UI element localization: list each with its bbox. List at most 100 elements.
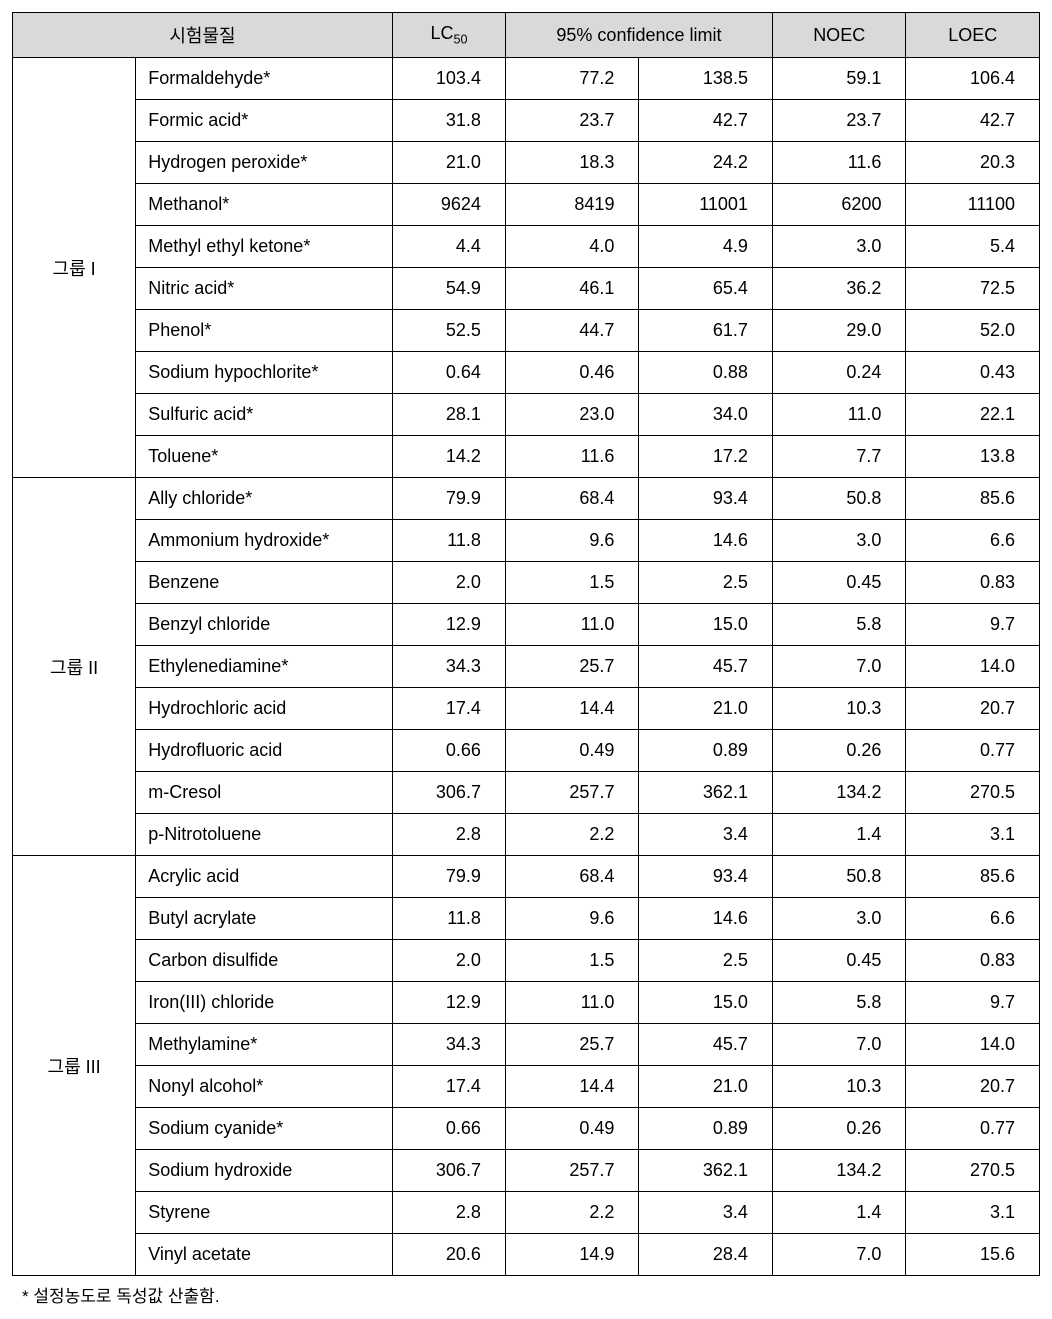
- cell-ci_lo: 68.4: [505, 478, 639, 520]
- substance-name: Hydrogen peroxide*: [136, 142, 393, 184]
- cell-ci_hi: 11001: [639, 184, 773, 226]
- cell-ci_lo: 4.0: [505, 226, 639, 268]
- cell-lc50: 103.4: [392, 58, 505, 100]
- cell-ci_lo: 8419: [505, 184, 639, 226]
- cell-noec: 134.2: [772, 772, 906, 814]
- table-row: Methanol*9624841911001620011100: [13, 184, 1040, 226]
- table-row: Phenol*52.544.761.729.052.0: [13, 310, 1040, 352]
- cell-ci_hi: 362.1: [639, 1150, 773, 1192]
- substance-name: Sodium hydroxide: [136, 1150, 393, 1192]
- cell-loec: 9.7: [906, 604, 1040, 646]
- cell-loec: 20.3: [906, 142, 1040, 184]
- table-row: Sulfuric acid*28.123.034.011.022.1: [13, 394, 1040, 436]
- table-header: 시험물질 LC50 95% confidence limit NOEC LOEC: [13, 13, 1040, 58]
- substance-name: Ethylenediamine*: [136, 646, 393, 688]
- cell-loec: 0.77: [906, 730, 1040, 772]
- substance-name: Methyl ethyl ketone*: [136, 226, 393, 268]
- cell-noec: 0.24: [772, 352, 906, 394]
- cell-loec: 3.1: [906, 1192, 1040, 1234]
- table-row: Benzyl chloride12.911.015.05.89.7: [13, 604, 1040, 646]
- cell-ci_lo: 2.2: [505, 814, 639, 856]
- cell-ci_hi: 138.5: [639, 58, 773, 100]
- cell-ci_hi: 21.0: [639, 688, 773, 730]
- substance-name: Formic acid*: [136, 100, 393, 142]
- substance-name: m-Cresol: [136, 772, 393, 814]
- cell-ci_lo: 23.0: [505, 394, 639, 436]
- cell-lc50: 52.5: [392, 310, 505, 352]
- cell-noec: 59.1: [772, 58, 906, 100]
- table-row: Sodium hydroxide306.7257.7362.1134.2270.…: [13, 1150, 1040, 1192]
- cell-lc50: 34.3: [392, 1024, 505, 1066]
- cell-noec: 7.0: [772, 646, 906, 688]
- cell-noec: 3.0: [772, 520, 906, 562]
- cell-loec: 14.0: [906, 1024, 1040, 1066]
- cell-lc50: 12.9: [392, 604, 505, 646]
- table-row: Methylamine*34.325.745.77.014.0: [13, 1024, 1040, 1066]
- substance-name: Formaldehyde*: [136, 58, 393, 100]
- cell-lc50: 306.7: [392, 1150, 505, 1192]
- cell-loec: 106.4: [906, 58, 1040, 100]
- cell-ci_lo: 257.7: [505, 1150, 639, 1192]
- cell-loec: 14.0: [906, 646, 1040, 688]
- cell-noec: 3.0: [772, 898, 906, 940]
- cell-loec: 5.4: [906, 226, 1040, 268]
- cell-ci_hi: 93.4: [639, 478, 773, 520]
- cell-lc50: 17.4: [392, 688, 505, 730]
- cell-ci_lo: 25.7: [505, 1024, 639, 1066]
- cell-ci_lo: 11.0: [505, 604, 639, 646]
- cell-noec: 7.0: [772, 1234, 906, 1276]
- cell-lc50: 11.8: [392, 520, 505, 562]
- substance-name: Hydrochloric acid: [136, 688, 393, 730]
- cell-ci_hi: 21.0: [639, 1066, 773, 1108]
- cell-ci_hi: 3.4: [639, 814, 773, 856]
- table-row: Vinyl acetate20.614.928.47.015.6: [13, 1234, 1040, 1276]
- cell-noec: 50.8: [772, 478, 906, 520]
- cell-loec: 9.7: [906, 982, 1040, 1024]
- substance-name: Butyl acrylate: [136, 898, 393, 940]
- cell-ci_hi: 17.2: [639, 436, 773, 478]
- header-lc50: LC50: [392, 13, 505, 58]
- cell-ci_lo: 11.0: [505, 982, 639, 1024]
- table-row: Styrene2.82.23.41.43.1: [13, 1192, 1040, 1234]
- cell-loec: 85.6: [906, 856, 1040, 898]
- cell-ci_hi: 2.5: [639, 562, 773, 604]
- cell-noec: 0.45: [772, 562, 906, 604]
- cell-ci_hi: 45.7: [639, 646, 773, 688]
- cell-ci_hi: 0.89: [639, 1108, 773, 1150]
- cell-ci_hi: 61.7: [639, 310, 773, 352]
- cell-ci_hi: 2.5: [639, 940, 773, 982]
- substance-name: Acrylic acid: [136, 856, 393, 898]
- cell-lc50: 0.66: [392, 1108, 505, 1150]
- table-row: Iron(III) chloride12.911.015.05.89.7: [13, 982, 1040, 1024]
- cell-loec: 0.83: [906, 562, 1040, 604]
- cell-ci_lo: 0.49: [505, 1108, 639, 1150]
- substance-name: Methylamine*: [136, 1024, 393, 1066]
- cell-ci_lo: 14.9: [505, 1234, 639, 1276]
- cell-ci_lo: 44.7: [505, 310, 639, 352]
- table-row: 그룹 IFormaldehyde*103.477.2138.559.1106.4: [13, 58, 1040, 100]
- cell-ci_hi: 34.0: [639, 394, 773, 436]
- cell-lc50: 28.1: [392, 394, 505, 436]
- table-row: Sodium hypochlorite*0.640.460.880.240.43: [13, 352, 1040, 394]
- cell-lc50: 34.3: [392, 646, 505, 688]
- substance-name: Carbon disulfide: [136, 940, 393, 982]
- table-row: Ethylenediamine*34.325.745.77.014.0: [13, 646, 1040, 688]
- cell-noec: 23.7: [772, 100, 906, 142]
- cell-ci_lo: 14.4: [505, 688, 639, 730]
- cell-ci_lo: 77.2: [505, 58, 639, 100]
- cell-lc50: 9624: [392, 184, 505, 226]
- cell-ci_hi: 24.2: [639, 142, 773, 184]
- cell-noec: 1.4: [772, 814, 906, 856]
- table-row: Nitric acid*54.946.165.436.272.5: [13, 268, 1040, 310]
- table-row: Hydrogen peroxide*21.018.324.211.620.3: [13, 142, 1040, 184]
- cell-lc50: 2.8: [392, 814, 505, 856]
- cell-loec: 13.8: [906, 436, 1040, 478]
- table-body: 그룹 IFormaldehyde*103.477.2138.559.1106.4…: [13, 58, 1040, 1276]
- table-row: Carbon disulfide2.01.52.50.450.83: [13, 940, 1040, 982]
- cell-loec: 20.7: [906, 1066, 1040, 1108]
- cell-lc50: 2.8: [392, 1192, 505, 1234]
- header-ci: 95% confidence limit: [505, 13, 772, 58]
- cell-ci_lo: 25.7: [505, 646, 639, 688]
- cell-loec: 6.6: [906, 898, 1040, 940]
- cell-ci_hi: 15.0: [639, 604, 773, 646]
